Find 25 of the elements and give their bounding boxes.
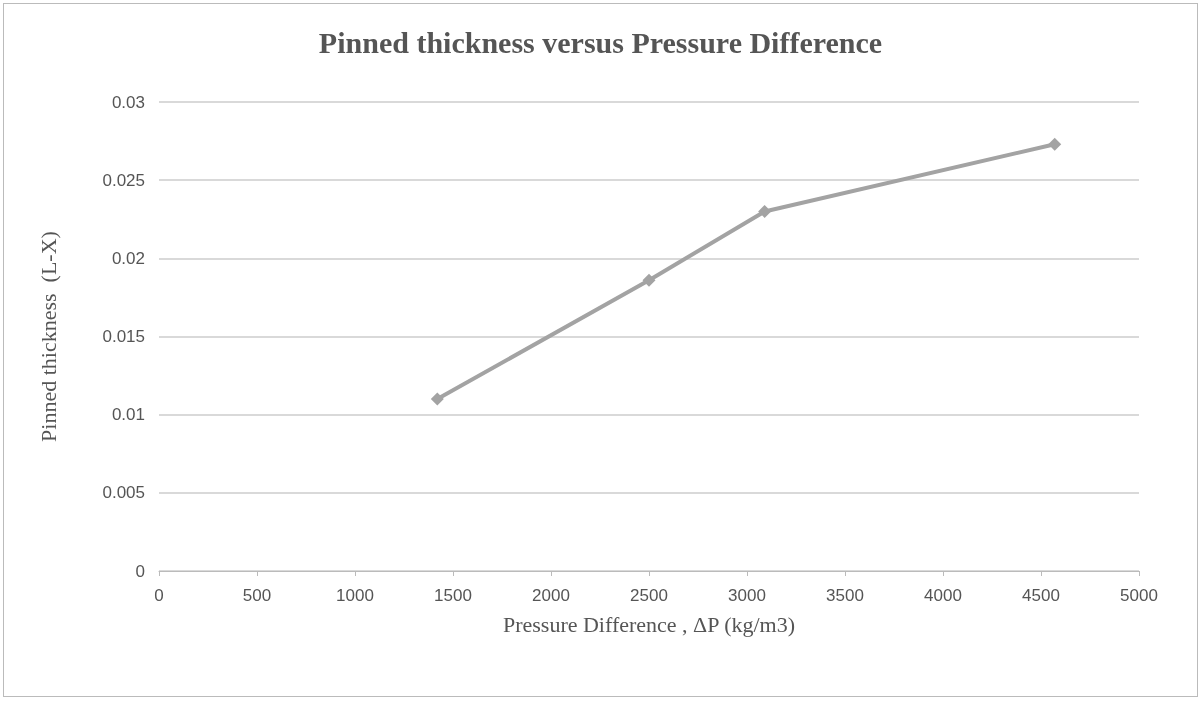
point	[430, 392, 444, 406]
x-tick-label: 1000	[336, 586, 374, 605]
y-tick-label: 0.005	[102, 483, 145, 503]
chart-title: Pinned thickness versus Pressure Difference	[318, 25, 883, 59]
x-tick-label: 4500	[1022, 586, 1060, 605]
y-axis-title: Pinned thickness (L-X)	[35, 231, 61, 442]
y-tick-label: 0.03	[111, 92, 145, 112]
y-tick-label: 0.025	[102, 170, 145, 190]
y-tick-label: 0.01	[111, 405, 145, 425]
x-tick-label: 1500	[434, 586, 472, 605]
x-tick-label: 0	[154, 586, 164, 605]
x-tick-label: 5000	[1120, 586, 1158, 605]
x-tick-label: 4000	[924, 586, 962, 605]
point	[1048, 137, 1062, 151]
x-tick-label: 2500	[630, 586, 668, 605]
point	[758, 204, 772, 218]
point	[642, 273, 656, 287]
x-tick-label: 500	[242, 586, 272, 605]
y-tick-label: 0.02	[111, 248, 145, 268]
x-tick-label: 2000	[532, 586, 570, 605]
x-tick-label: 3000	[728, 586, 766, 605]
x-tick-label: 3500	[826, 586, 864, 605]
y-tick-label: 0.015	[102, 327, 145, 346]
y-tick-label: 0	[135, 561, 145, 581]
x-axis-title: Pressure Difference , ΔP (kg/m3)	[502, 611, 796, 637]
